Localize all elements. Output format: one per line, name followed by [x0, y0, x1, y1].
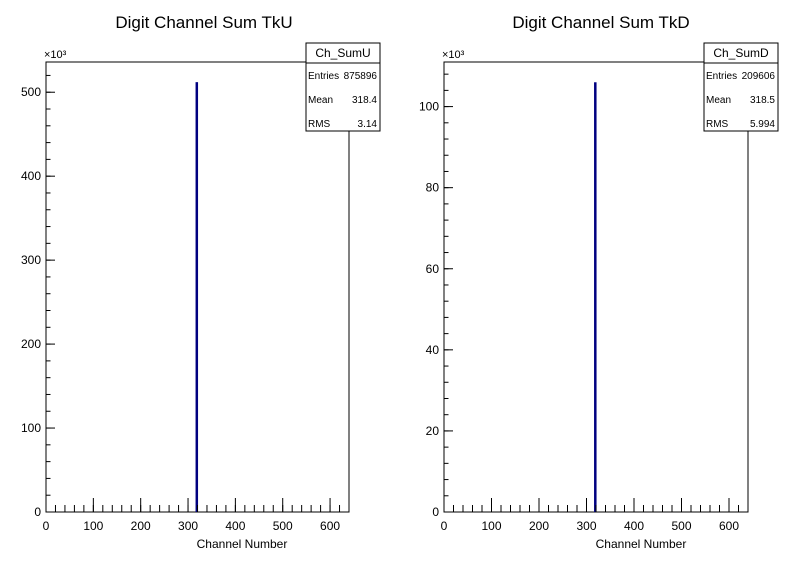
chart-title: Digit Channel Sum TkD [512, 13, 689, 32]
x-tick-label: 200 [131, 519, 151, 533]
y-tick-label: 300 [21, 253, 41, 267]
y-tick-label: 100 [21, 421, 41, 435]
chart-title: Digit Channel Sum TkU [115, 13, 292, 32]
stats-row-label: Mean [706, 95, 731, 106]
y-tick-label: 80 [426, 181, 440, 195]
x-tick-label: 200 [529, 519, 549, 533]
chart-panel-2: Digit Channel Sum TkD 0 20 40 60 80 100 0 100 200… [419, 13, 779, 551]
y-tick-label: 40 [426, 343, 440, 357]
stats-row-value: 875896 [344, 71, 378, 82]
y-exponent-label: ×10³ [442, 49, 465, 61]
x-axis-label: Channel Number [197, 537, 288, 551]
y-exponent-label: ×10³ [44, 49, 67, 61]
x-axis-label: Channel Number [596, 537, 687, 551]
stats-row-label: RMS [706, 119, 729, 130]
x-tick-label: 100 [83, 519, 103, 533]
stats-row-label: Mean [308, 95, 333, 106]
x-tick-label: 100 [481, 519, 501, 533]
x-tick-label: 400 [624, 519, 644, 533]
x-tick-label: 0 [43, 519, 50, 533]
histogram-bin [195, 82, 199, 512]
stats-row-label: Entries [706, 71, 737, 82]
x-tick-label: 500 [273, 519, 293, 533]
chart-panel-1: Digit Channel Sum TkU 0 100 200 300 400 500 0 10… [21, 13, 381, 551]
histogram-bin [594, 82, 597, 513]
y-tick-label: 400 [21, 169, 41, 183]
y-tick-label: 60 [426, 262, 440, 276]
x-tick-label: 600 [719, 519, 739, 533]
stats-histogram-name: Ch_SumD [713, 46, 769, 60]
y-tick-label: 0 [432, 505, 439, 519]
stats-box: Ch_SumU Entries 875896 Mean 318.4 RMS 3.14 [305, 42, 381, 132]
stats-row-value: 3.14 [358, 119, 378, 130]
x-tick-label: 600 [320, 519, 340, 533]
y-tick-label: 200 [21, 337, 41, 351]
stats-row-value: 318.5 [750, 95, 775, 106]
stats-box: Ch_SumD Entries 209606 Mean 318.5 RMS 5.994 [703, 42, 779, 132]
x-tick-label: 300 [178, 519, 198, 533]
stats-box-frame [703, 42, 779, 132]
stats-row-label: RMS [308, 119, 331, 130]
stats-row-value: 318.4 [352, 95, 377, 106]
stats-histogram-name: Ch_SumU [315, 46, 370, 60]
y-tick-label: 500 [21, 85, 41, 99]
y-tick-label: 100 [419, 100, 439, 114]
x-tick-label: 0 [441, 519, 448, 533]
y-tick-label: 0 [34, 505, 41, 519]
stats-row-value: 5.994 [750, 119, 775, 130]
stats-box-frame [305, 42, 381, 132]
y-tick-label: 20 [426, 424, 440, 438]
x-tick-label: 400 [225, 519, 245, 533]
stats-row-value: 209606 [742, 71, 776, 82]
x-tick-label: 500 [671, 519, 691, 533]
x-tick-label: 300 [576, 519, 596, 533]
stats-row-label: Entries [308, 71, 339, 82]
